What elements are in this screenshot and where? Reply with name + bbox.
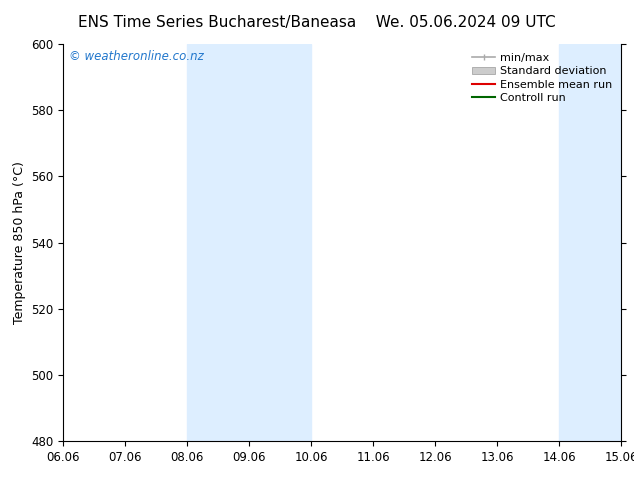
Text: © weatheronline.co.nz: © weatheronline.co.nz — [69, 50, 204, 63]
Legend: min/max, Standard deviation, Ensemble mean run, Controll run: min/max, Standard deviation, Ensemble me… — [469, 49, 616, 106]
Y-axis label: Temperature 850 hPa (°C): Temperature 850 hPa (°C) — [13, 161, 26, 324]
Text: ENS Time Series Bucharest/Baneasa    We. 05.06.2024 09 UTC: ENS Time Series Bucharest/Baneasa We. 05… — [78, 15, 556, 30]
Bar — [559, 44, 634, 441]
Bar — [188, 44, 311, 441]
